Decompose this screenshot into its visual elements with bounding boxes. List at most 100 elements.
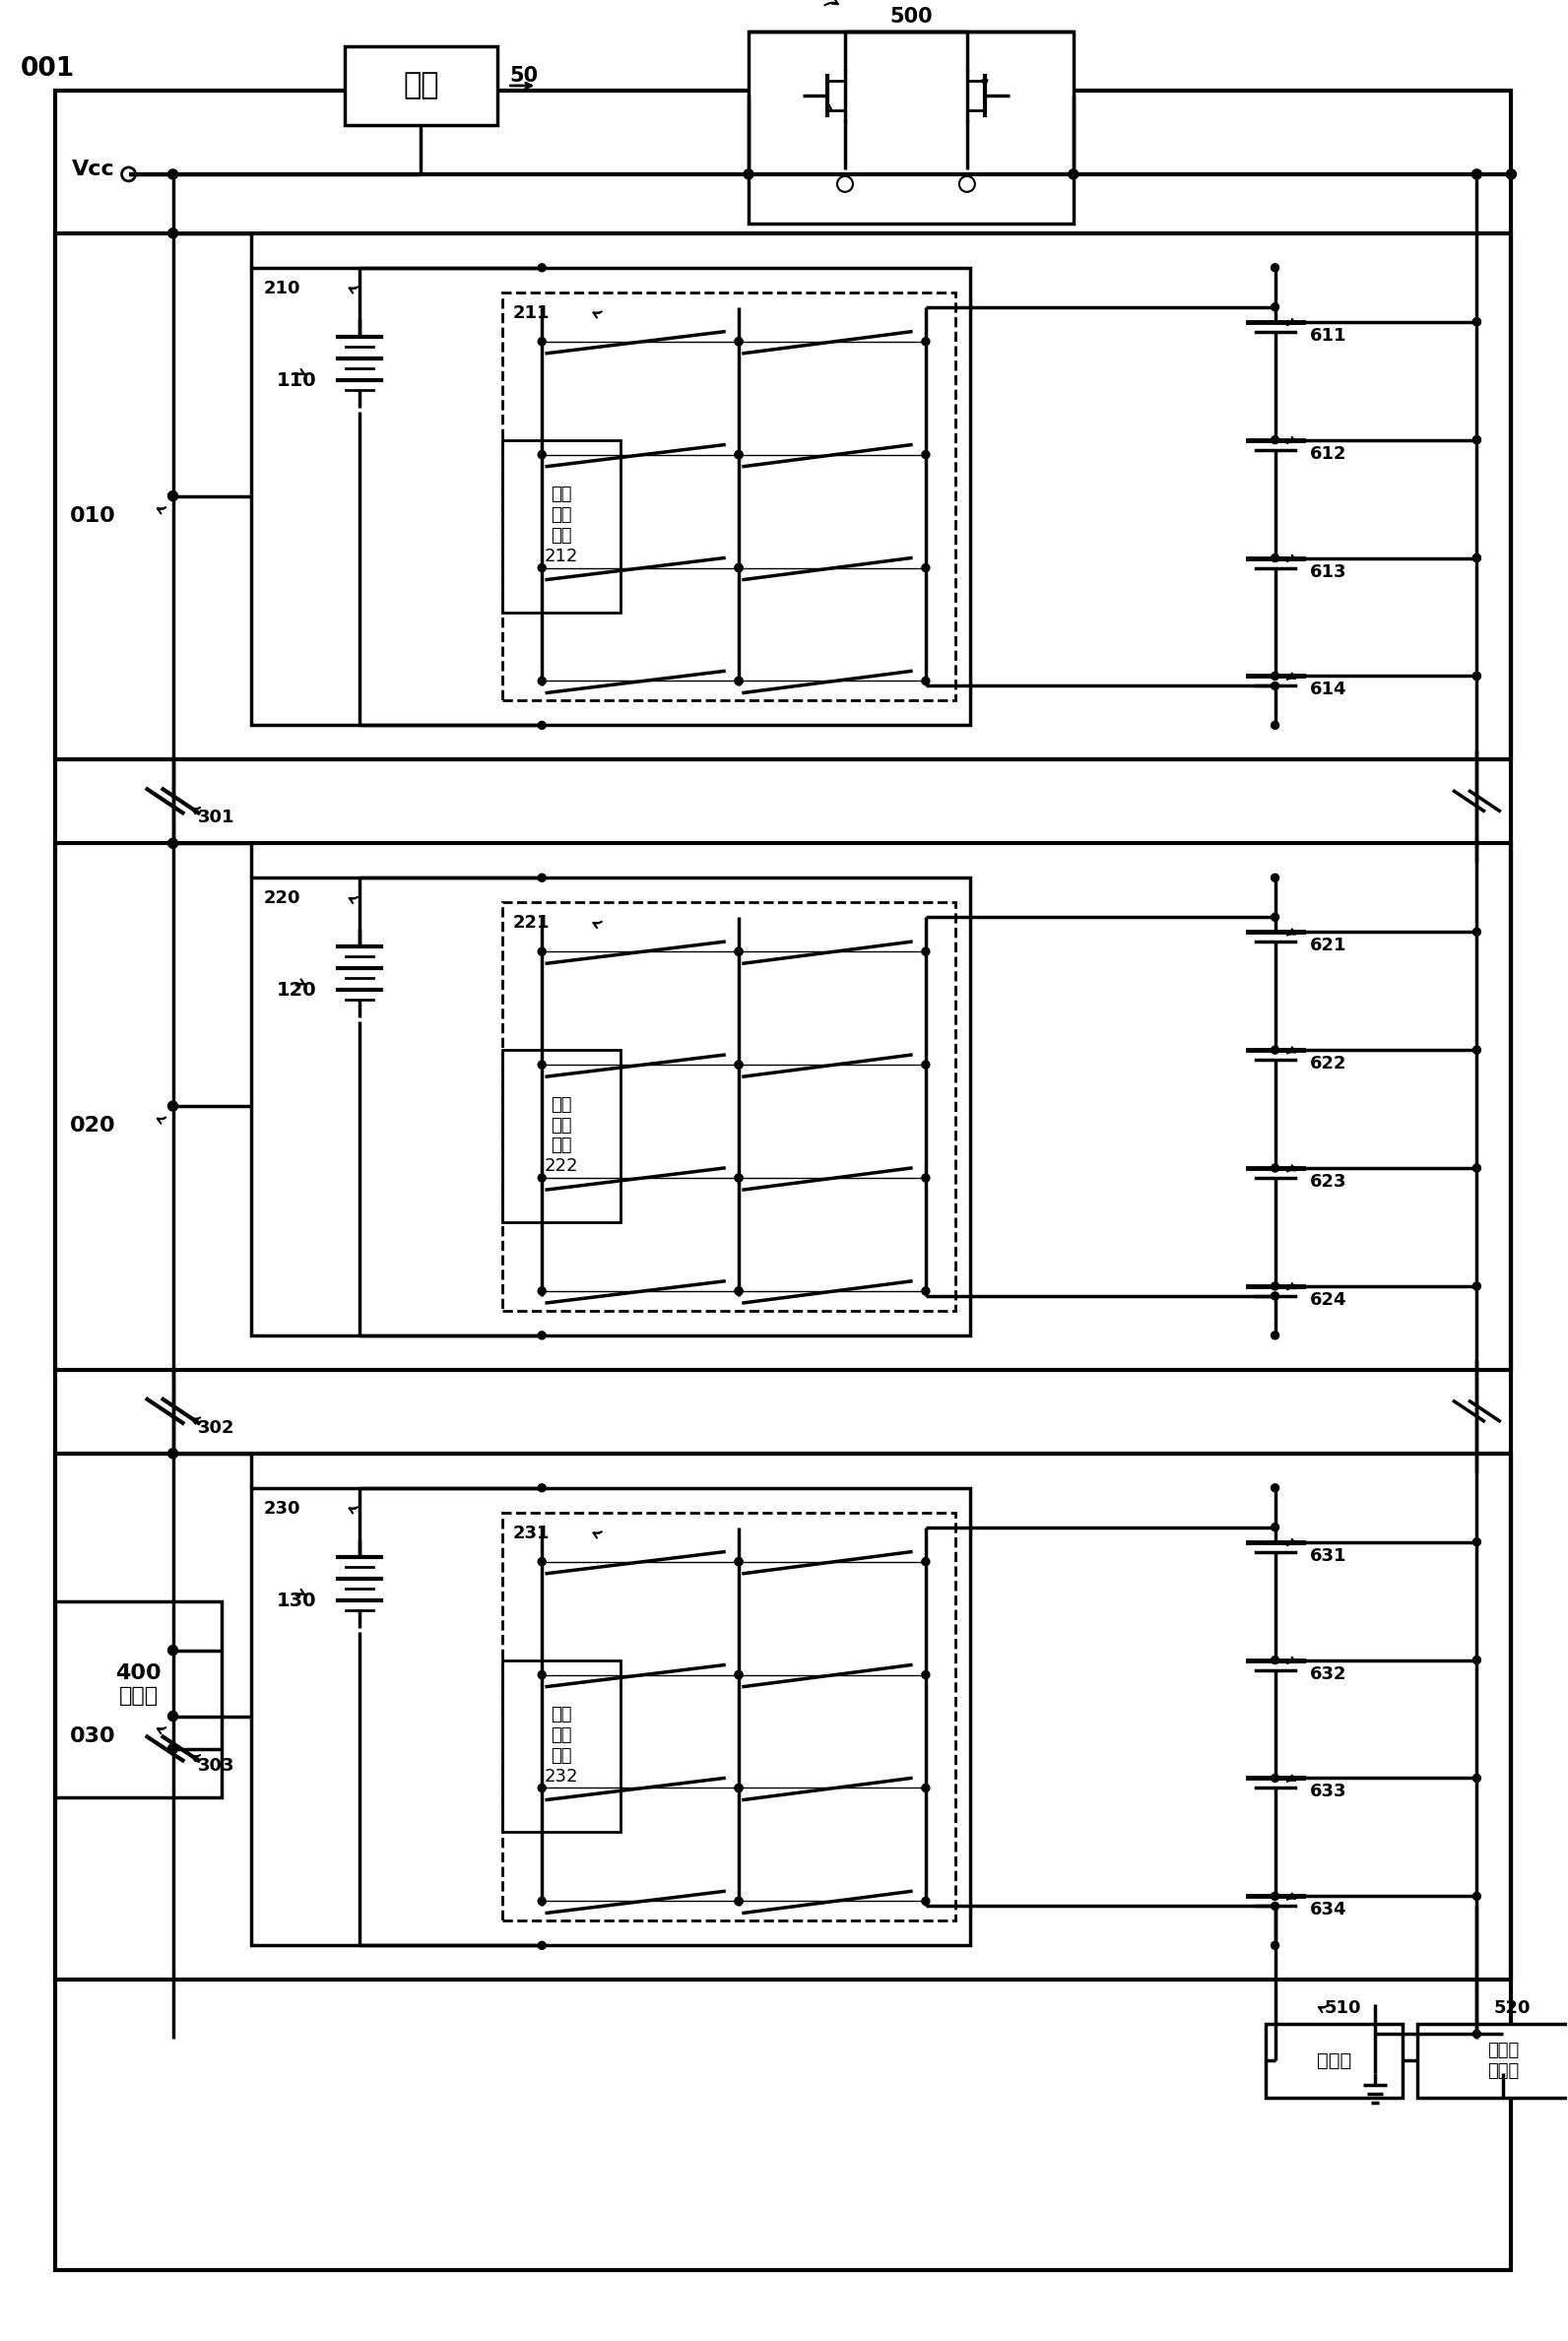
Circle shape bbox=[168, 838, 177, 847]
Circle shape bbox=[538, 1060, 546, 1070]
Circle shape bbox=[1272, 721, 1279, 728]
Text: 010: 010 bbox=[69, 506, 116, 524]
Text: Vcc: Vcc bbox=[72, 159, 114, 180]
Circle shape bbox=[168, 229, 177, 239]
Circle shape bbox=[168, 492, 177, 501]
Circle shape bbox=[1472, 1163, 1480, 1173]
Circle shape bbox=[735, 452, 743, 459]
Circle shape bbox=[1272, 672, 1279, 679]
Circle shape bbox=[538, 721, 546, 728]
Circle shape bbox=[1272, 681, 1279, 691]
Circle shape bbox=[1068, 169, 1079, 180]
Circle shape bbox=[735, 1896, 743, 1906]
Bar bbox=[1417, 2025, 1568, 2098]
Circle shape bbox=[538, 452, 546, 459]
Circle shape bbox=[1272, 1332, 1279, 1339]
Circle shape bbox=[735, 1060, 743, 1070]
Circle shape bbox=[735, 1557, 743, 1566]
Circle shape bbox=[1472, 1655, 1480, 1664]
Bar bbox=[251, 267, 971, 726]
Circle shape bbox=[1272, 1292, 1279, 1299]
Circle shape bbox=[1272, 1892, 1279, 1901]
Circle shape bbox=[1272, 1655, 1279, 1664]
Bar bbox=[503, 440, 621, 611]
Circle shape bbox=[1272, 1774, 1279, 1782]
Circle shape bbox=[1472, 672, 1480, 679]
Circle shape bbox=[922, 1557, 930, 1566]
Text: 220: 220 bbox=[263, 890, 301, 908]
Circle shape bbox=[735, 1784, 743, 1791]
Circle shape bbox=[735, 564, 743, 571]
Bar bbox=[748, 30, 1074, 222]
Circle shape bbox=[168, 1744, 177, 1753]
Circle shape bbox=[538, 1941, 546, 1950]
Circle shape bbox=[1507, 169, 1516, 180]
Circle shape bbox=[1272, 1283, 1279, 1290]
Bar bbox=[503, 901, 955, 1311]
Text: 001: 001 bbox=[20, 56, 75, 82]
Circle shape bbox=[1472, 1538, 1480, 1545]
Text: 210: 210 bbox=[263, 279, 301, 297]
Circle shape bbox=[922, 1671, 930, 1678]
Circle shape bbox=[735, 1671, 743, 1678]
Text: 520: 520 bbox=[1494, 1999, 1530, 2018]
Circle shape bbox=[1472, 435, 1480, 445]
Text: 120: 120 bbox=[276, 981, 317, 1000]
Text: 302: 302 bbox=[198, 1419, 235, 1437]
Circle shape bbox=[735, 1173, 743, 1182]
Text: 221: 221 bbox=[513, 915, 549, 932]
Circle shape bbox=[1272, 435, 1279, 445]
Circle shape bbox=[538, 948, 546, 955]
Circle shape bbox=[1472, 2030, 1480, 2039]
Circle shape bbox=[735, 1288, 743, 1295]
Circle shape bbox=[735, 337, 743, 346]
Circle shape bbox=[1472, 1046, 1480, 1053]
Circle shape bbox=[1272, 1163, 1279, 1173]
Text: 230: 230 bbox=[263, 1501, 301, 1517]
Circle shape bbox=[1272, 302, 1279, 311]
Circle shape bbox=[1472, 927, 1480, 936]
Circle shape bbox=[922, 677, 930, 686]
Text: 510: 510 bbox=[1325, 1999, 1361, 2018]
Text: 400
控制器: 400 控制器 bbox=[116, 1664, 162, 1707]
Bar bbox=[503, 293, 955, 700]
Circle shape bbox=[1272, 265, 1279, 272]
Text: 614: 614 bbox=[1309, 681, 1347, 698]
Text: 623: 623 bbox=[1309, 1173, 1347, 1192]
Bar bbox=[251, 1489, 971, 1945]
Circle shape bbox=[538, 564, 546, 571]
Circle shape bbox=[735, 1784, 743, 1791]
Bar bbox=[55, 234, 1512, 761]
Circle shape bbox=[922, 452, 930, 459]
Text: 612: 612 bbox=[1309, 445, 1347, 464]
Circle shape bbox=[538, 1173, 546, 1182]
Circle shape bbox=[538, 337, 546, 346]
Text: 632: 632 bbox=[1309, 1664, 1347, 1683]
Text: 624: 624 bbox=[1309, 1290, 1347, 1309]
Circle shape bbox=[538, 1671, 546, 1678]
Text: 621: 621 bbox=[1309, 936, 1347, 955]
Circle shape bbox=[735, 1060, 743, 1070]
Text: 020: 020 bbox=[69, 1117, 116, 1135]
Text: 611: 611 bbox=[1309, 328, 1347, 344]
Text: 631: 631 bbox=[1309, 1547, 1347, 1564]
Circle shape bbox=[922, 1173, 930, 1182]
Circle shape bbox=[1272, 913, 1279, 920]
Circle shape bbox=[1472, 1774, 1480, 1782]
Text: 130: 130 bbox=[276, 1592, 317, 1611]
Circle shape bbox=[735, 564, 743, 571]
Circle shape bbox=[1272, 1524, 1279, 1531]
Circle shape bbox=[922, 1896, 930, 1906]
Text: 500: 500 bbox=[889, 7, 933, 26]
Circle shape bbox=[1272, 555, 1279, 562]
Text: 开控
制器
电路
222: 开控 制器 电路 222 bbox=[544, 1096, 579, 1175]
Circle shape bbox=[1472, 169, 1482, 180]
Bar bbox=[55, 843, 1512, 1369]
Text: 231: 231 bbox=[513, 1524, 549, 1543]
Circle shape bbox=[538, 1896, 546, 1906]
Circle shape bbox=[538, 677, 546, 686]
Circle shape bbox=[168, 1646, 177, 1655]
Circle shape bbox=[538, 1557, 546, 1566]
Circle shape bbox=[1272, 1941, 1279, 1950]
Circle shape bbox=[922, 1060, 930, 1070]
